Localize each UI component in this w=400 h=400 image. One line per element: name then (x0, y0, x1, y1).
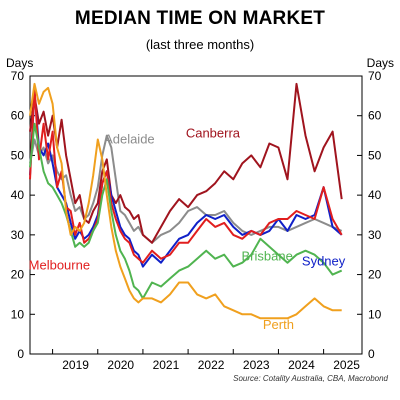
y-tick-label-right: 40 (368, 188, 382, 202)
y-tick-label-left: 10 (11, 307, 25, 321)
x-tick-label: 2023 (243, 358, 270, 372)
series-lines (29, 82, 343, 320)
y-tick-label-right: 30 (368, 228, 382, 242)
y-tick-label-right: 0 (368, 347, 375, 361)
right-axis-unit: Days (367, 56, 394, 70)
y-tick-label-left: 0 (17, 347, 24, 361)
series-line-perth (29, 82, 342, 320)
series-label-canberra: Canberra (186, 126, 241, 141)
series-line-sydney (29, 90, 343, 268)
x-tick-label: 2022 (198, 358, 225, 372)
y-tick-label-left: 30 (11, 228, 25, 242)
series-label-brisbane: Brisbane (241, 249, 292, 264)
x-tick-label: 2025 (333, 358, 360, 372)
source-note: Source: Cotality Australia, CBA, Macrobo… (233, 374, 388, 383)
series-line-adelaide (29, 134, 343, 244)
chart-title: MEDIAN TIME ON MARKET (74, 8, 326, 29)
x-tick-label: 2024 (288, 358, 315, 372)
y-tick-label-right: 50 (368, 148, 382, 162)
series-label-perth: Perth (263, 317, 294, 332)
x-tick-label: 2021 (153, 358, 180, 372)
y-tick-label-right: 10 (368, 307, 382, 321)
series-label-adelaide: Adelaide (104, 132, 155, 147)
y-tick-label-right: 70 (368, 69, 382, 83)
y-tick-label-left: 20 (11, 268, 25, 282)
chart-subtitle: (last three months) (145, 37, 255, 52)
left-axis-unit: Days (6, 56, 33, 70)
y-tick-label-left: 70 (11, 69, 25, 83)
plot-frame (29, 75, 363, 355)
y-tick-label-left: 40 (11, 188, 25, 202)
series-label-sydney: Sydney (302, 253, 346, 268)
y-tick-label-right: 60 (368, 109, 382, 123)
x-tick-label: 2020 (107, 358, 134, 372)
x-tick-label: 2019 (62, 358, 89, 372)
y-tick-label-right: 20 (368, 268, 382, 282)
series-label-melbourne: Melbourne (29, 257, 90, 272)
y-tick-label-left: 60 (11, 109, 25, 123)
y-tick-label-left: 50 (11, 148, 25, 162)
series-labels: Adelaide Canberra Brisbane Sydney Melbourne P… (29, 126, 346, 332)
series-line-canberra (29, 82, 343, 244)
series-line-brisbane (29, 122, 343, 300)
